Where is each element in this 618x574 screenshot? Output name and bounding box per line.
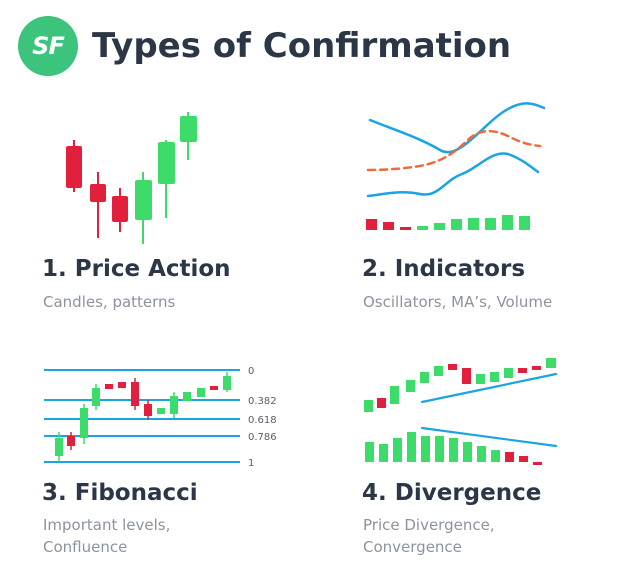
- candle-green: [546, 358, 556, 368]
- volume-bar: [451, 219, 462, 230]
- candle-red: [448, 364, 457, 370]
- candle-red: [112, 188, 128, 232]
- candle-green: [55, 432, 63, 462]
- fibonacci-lines: [44, 369, 240, 463]
- candle-green: [92, 384, 100, 410]
- subtitle-line: Important levels,: [43, 516, 171, 534]
- candle-red: [210, 386, 218, 390]
- subtitle-line: Oscillators, MA’s, Volume: [363, 293, 553, 311]
- page-title: Types of Confirmation: [92, 26, 512, 66]
- candle-green: [157, 408, 165, 414]
- candle-green: [158, 140, 175, 218]
- candle-green: [223, 372, 231, 392]
- candle-green: [364, 400, 373, 412]
- fib-level-label: 0.618: [248, 415, 277, 426]
- logo-text: SF: [32, 32, 65, 60]
- panel-subtitle-fibonacci: Important levels, Confluence: [43, 514, 170, 558]
- volume-bar: [383, 222, 394, 230]
- candle-red: [118, 382, 126, 388]
- fib-level-label: 1: [248, 458, 254, 469]
- candle-green: [183, 392, 191, 401]
- fib-level-label: 0: [248, 366, 254, 377]
- price-candles: [364, 358, 556, 412]
- panel-title-price-action: 1. Price Action: [42, 256, 231, 282]
- candle-green: [504, 368, 513, 378]
- candle-green: [490, 372, 499, 382]
- candle-green: [197, 388, 205, 397]
- candle-green: [406, 380, 415, 392]
- candle-red: [90, 172, 106, 238]
- volume-bar: [400, 227, 411, 230]
- oscillator-bar: [393, 438, 402, 462]
- candle-red: [532, 366, 541, 370]
- candle-green: [80, 404, 88, 444]
- candle-green: [476, 374, 485, 384]
- volume-bars: [366, 215, 530, 230]
- candle-red: [67, 432, 75, 450]
- header: SF Types of Confirmation: [18, 16, 511, 76]
- candle-green: [170, 392, 178, 418]
- oscillator-bar: [463, 442, 472, 462]
- candle-red: [144, 400, 152, 420]
- volume-bar: [502, 215, 513, 230]
- panel-subtitle-price-action: Candles, patterns: [43, 291, 175, 313]
- oscillator-bar: [533, 462, 542, 465]
- panel-title-indicators: 2. Indicators: [362, 256, 526, 282]
- candle-green: [180, 112, 197, 160]
- subtitle-line: Price Divergence,: [363, 516, 495, 534]
- oscillator-bar: [365, 442, 374, 462]
- oscillator-bar: [449, 438, 458, 462]
- fib-candles: [55, 372, 231, 462]
- candle-red: [131, 378, 139, 410]
- candle-red: [66, 140, 82, 192]
- volume-bar: [468, 218, 479, 230]
- price-trend-line: [420, 372, 558, 404]
- candle-red: [377, 398, 386, 408]
- oscillator-bar: [477, 446, 486, 462]
- lower-blue-line: [366, 152, 540, 198]
- volume-bar: [434, 223, 445, 230]
- candle-red: [518, 368, 527, 373]
- upper-blue-line: [368, 102, 546, 154]
- fib-level-label: 0.786: [248, 432, 277, 443]
- subtitle-line: Convergence: [363, 538, 462, 556]
- panel-subtitle-divergence: Price Divergence, Convergence: [363, 514, 495, 558]
- candle-green: [390, 386, 399, 404]
- volume-bar: [366, 219, 377, 230]
- oscillator-bar: [491, 450, 500, 462]
- oscillator-bar: [435, 436, 444, 462]
- fib-level-label: 0.382: [248, 396, 277, 407]
- panel-title-fibonacci: 3. Fibonacci: [42, 480, 198, 506]
- candle-green: [135, 172, 152, 244]
- oscillator-trend-line: [420, 426, 558, 448]
- subtitle-line: Confluence: [43, 538, 128, 556]
- oscillator-bar: [505, 452, 514, 462]
- candle-green: [434, 366, 443, 376]
- candle-green: [420, 372, 429, 383]
- volume-bar: [417, 226, 428, 230]
- oscillator-bar: [379, 444, 388, 462]
- panel-subtitle-indicators: Oscillators, MA’s, Volume: [363, 291, 552, 313]
- candle-red: [462, 368, 471, 384]
- panel-title-divergence: 4. Divergence: [362, 480, 542, 506]
- oscillator-bar: [519, 456, 528, 462]
- volume-bar: [485, 218, 496, 230]
- candle-red: [105, 384, 113, 389]
- volume-bar: [519, 216, 530, 230]
- subtitle-line: Candles, patterns: [43, 293, 176, 311]
- moving-average-dashed-line: [366, 129, 542, 172]
- logo: SF: [18, 16, 78, 76]
- oscillator-bar: [421, 436, 430, 462]
- oscillator-bar: [407, 432, 416, 462]
- oscillator-bars: [365, 432, 542, 465]
